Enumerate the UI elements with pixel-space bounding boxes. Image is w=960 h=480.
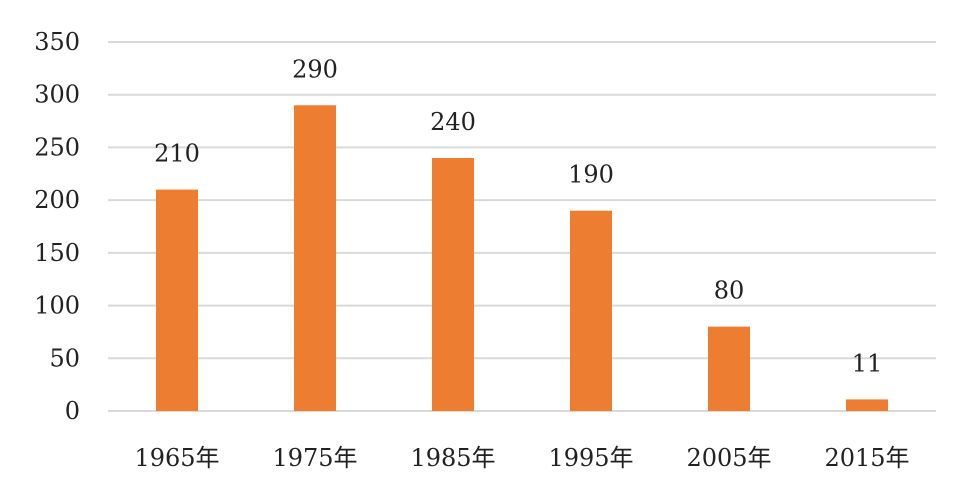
bar <box>156 189 198 411</box>
y-tick-label: 250 <box>34 133 80 161</box>
bars <box>156 105 888 411</box>
x-tick-label: 1975年 <box>272 444 357 472</box>
x-axis-tick-labels: 1965年 1975年 1985年 1995年 2005年 2015年 <box>134 444 909 472</box>
x-tick-label: 1965年 <box>134 444 219 472</box>
data-label: 80 <box>714 277 745 305</box>
bar <box>294 105 336 411</box>
gridlines <box>108 41 936 412</box>
y-tick-label: 350 <box>34 28 80 56</box>
x-tick-label: 2015年 <box>824 444 909 472</box>
y-axis-tick-labels: 0 50 100 150 200 250 300 350 <box>34 28 80 425</box>
bar <box>432 157 474 411</box>
data-label: 210 <box>154 140 200 168</box>
y-tick-label: 100 <box>34 292 80 320</box>
bar <box>846 399 888 411</box>
data-label: 240 <box>430 108 476 136</box>
x-tick-label: 1995年 <box>548 444 633 472</box>
data-label: 11 <box>852 349 883 377</box>
x-tick-label: 1985年 <box>410 444 495 472</box>
data-label: 290 <box>292 55 338 83</box>
y-tick-label: 200 <box>34 186 80 214</box>
x-tick-label: 2005年 <box>686 444 771 472</box>
data-label: 190 <box>568 161 614 189</box>
y-tick-label: 300 <box>34 81 80 109</box>
data-labels: 210 290 240 190 80 11 <box>154 55 882 377</box>
y-tick-label: 0 <box>65 397 80 425</box>
y-tick-label: 150 <box>34 239 80 267</box>
bar <box>708 326 750 411</box>
bar <box>570 210 612 411</box>
y-tick-label: 50 <box>49 344 80 372</box>
